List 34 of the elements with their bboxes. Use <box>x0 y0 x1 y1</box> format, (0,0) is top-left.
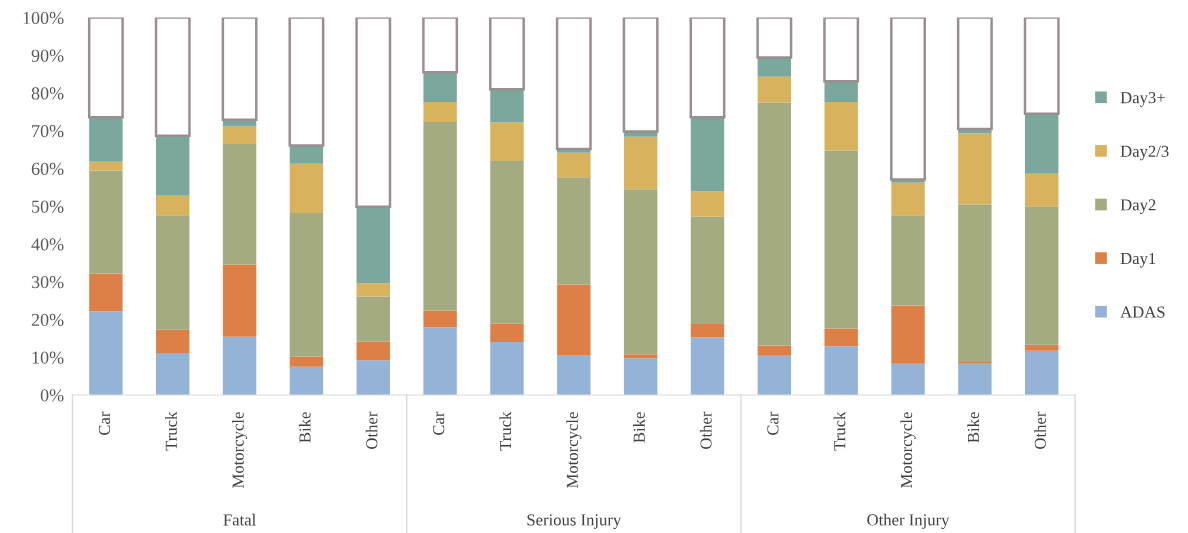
x-tick-label: Truck <box>499 411 512 451</box>
y-tick-label: 60% <box>31 162 64 176</box>
y-tick-label: 0% <box>40 389 64 402</box>
x-tick-label: Car <box>767 411 779 435</box>
x-tick-label: Bike <box>633 412 645 443</box>
y-tick-label: 40% <box>31 238 64 251</box>
y-tick-label: 10% <box>32 351 64 364</box>
text: Fatal <box>223 513 256 526</box>
legend-label: Day2/3 <box>1120 145 1169 161</box>
x-tick-label: Car <box>433 411 445 435</box>
text: Serious Injury <box>527 514 622 529</box>
y-tick-label: 20% <box>31 313 64 326</box>
x-tick-label: Truck <box>165 411 177 451</box>
x-tick-label: Car <box>98 411 111 435</box>
x-tick-label: Bike <box>298 412 311 443</box>
x-tick-label: Other <box>1034 411 1046 449</box>
y-tick-label: 80% <box>31 87 64 100</box>
x-tick-label: Other <box>699 411 712 449</box>
y-tick-label: 30% <box>31 276 64 289</box>
x-tick-label: Motorcycle <box>232 412 248 488</box>
legend-label: Day3+ <box>1120 92 1165 107</box>
legend-label: ADAS <box>1120 306 1165 318</box>
x-tick-label: Motorcycle <box>566 412 582 488</box>
x-tick-label: Other <box>365 411 378 449</box>
y-tick-label: 50% <box>32 200 64 213</box>
y-tick-label: 70% <box>32 125 64 138</box>
text: Other Injury <box>867 513 950 529</box>
x-tick-label: Bike <box>967 412 980 443</box>
y-tick-label: 90% <box>31 49 64 62</box>
y-tick-label: 100% <box>23 11 64 25</box>
x-tick-label: Truck <box>833 411 846 451</box>
x-tick-label: Motorcycle <box>900 412 916 488</box>
legend-label: Day1 <box>1120 252 1156 268</box>
legend-label: Day2 <box>1120 199 1156 214</box>
